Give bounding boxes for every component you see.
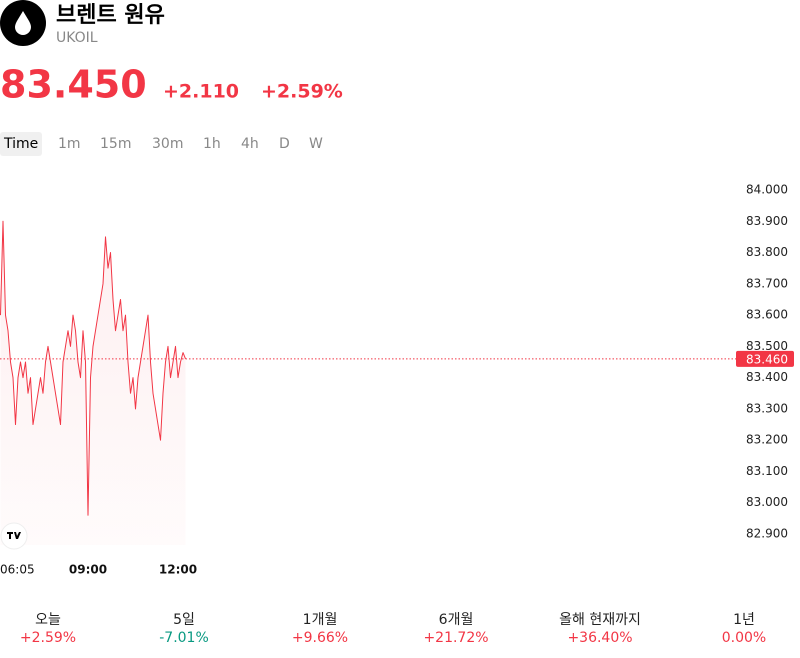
timeframe-button[interactable]: 1m [58,136,81,152]
y-tick-label: 83.600 [746,308,788,322]
timeframe-button[interactable]: Time [3,136,38,152]
last-price-tag [736,350,794,367]
y-tick-label: 83.300 [746,401,788,415]
timeframe-button[interactable]: W [309,136,323,152]
period-label[interactable]: 1년 [733,612,755,628]
y-tick-label: 83.000 [746,495,788,509]
period-label[interactable]: 5일 [173,612,195,628]
period-label[interactable]: 1개월 [303,612,338,628]
x-tick-label: 06:05 [0,563,35,577]
y-tick-label: 83.700 [746,276,788,290]
timeframe-button[interactable]: 15m [100,136,131,152]
x-tick-label: 09:00 [69,563,107,577]
change-pct: +2.59% [261,81,343,103]
last-price-label: 83.460 [746,352,788,366]
y-tick-label: 84.000 [746,183,788,197]
symbol: UKOIL [56,30,98,46]
period-label[interactable]: 오늘 [35,612,61,628]
y-tick-label: 83.400 [746,370,788,384]
tv-logo [0,522,28,550]
timeframe-button[interactable]: 1h [203,136,221,152]
period-value[interactable]: +9.66% [292,630,348,646]
timeframe-button[interactable]: 4h [241,136,259,152]
timeframes: Time 1m 15m 30m 1h 4h D W [0,132,323,156]
period-value[interactable]: 0.00% [722,630,766,646]
y-tick-label: 83.100 [746,464,788,478]
period-value[interactable]: +36.40% [567,630,632,646]
period-value[interactable]: -7.01% [159,630,209,646]
drop-icon [15,11,31,35]
title: 브렌트 원유 [56,3,165,28]
change: +2.110 [163,81,239,103]
period-value[interactable]: +21.72% [423,630,488,646]
y-tick-label: 83.200 [746,433,788,447]
price-line [0,220,186,516]
period-value[interactable]: +2.59% [20,630,76,646]
period-label[interactable]: 6개월 [439,612,474,628]
y-tick-label: 83.800 [746,245,788,259]
x-tick-label: 12:00 [159,563,197,577]
period-label[interactable]: 올해 현재까지 [559,612,641,628]
timeframe-button[interactable]: D [279,136,290,152]
y-tick-label: 83.900 [746,214,788,228]
price: 83.450 [0,63,147,107]
area [0,221,186,545]
timeframe-selected-bg [0,132,42,156]
y-tick-label: 82.900 [746,526,788,540]
chart: 84.00083.90083.80083.70083.60083.50083.4… [0,183,794,577]
periods: 오늘 +2.59% 5일 -7.01% 1개월 +9.66% 6개월 +21.72% 올해 현재… [20,612,766,646]
y-tick-label: 83.500 [746,339,788,353]
timeframe-button[interactable]: 30m [152,136,183,152]
